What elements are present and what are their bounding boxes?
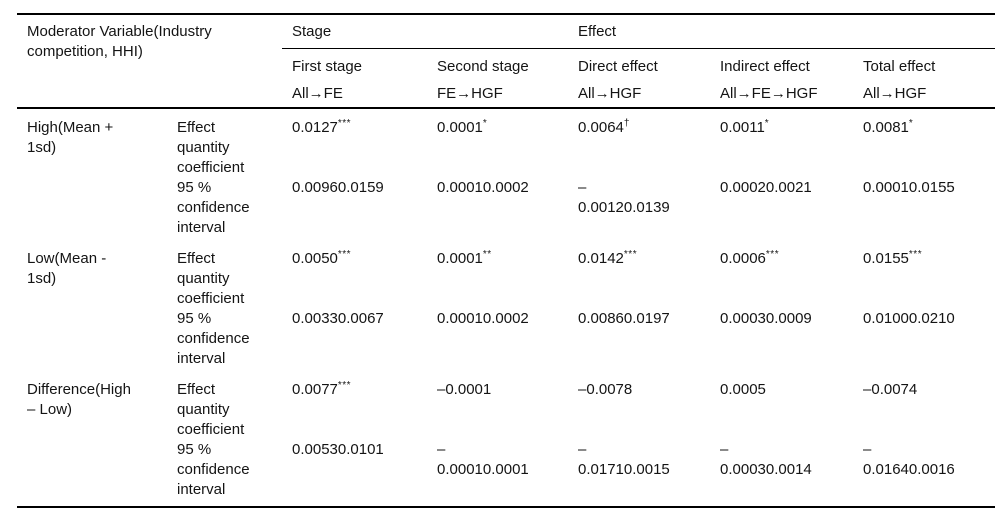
cell-low-coef-direct: 0.0142*** xyxy=(568,240,710,309)
cell-diff-coef-total: –0.0074 xyxy=(853,371,995,440)
cell-high-coef-indirect: 0.0011* xyxy=(710,108,853,178)
coef-value: 0.0064 xyxy=(578,119,624,136)
cell-low-coef-first-stage: 0.0050*** xyxy=(282,240,427,309)
significance-marker: *** xyxy=(908,249,923,260)
significance-marker: *** xyxy=(765,249,780,260)
table-row-high-coefficient: High(Mean + 1sd) Effect quantity coeffic… xyxy=(17,108,995,178)
measure-label-coefficient: Effect quantity coefficient xyxy=(177,250,245,307)
coef-value: 0.0081 xyxy=(863,119,909,136)
significance-marker: *** xyxy=(337,380,352,391)
header-moderator-variable: Moderator Variable(Industry competition,… xyxy=(17,14,282,109)
table-row-high-ci: 95 % confidence interval 0.00960.0159 0.… xyxy=(17,178,995,240)
row-label-low: Low(Mean - 1sd) xyxy=(27,250,107,287)
cell-low-ci-second-stage: 0.00010.0002 xyxy=(437,310,529,327)
significance-marker: † xyxy=(623,118,630,129)
significance-marker: ** xyxy=(482,249,492,260)
cell-high-coef-direct: 0.0064† xyxy=(568,108,710,178)
table-row-difference-coefficient: Difference(High – Low) Effect quantity c… xyxy=(17,371,995,440)
header-indirect-effect: Indirect effect xyxy=(720,57,810,75)
coef-value: 0.0005 xyxy=(720,381,766,398)
model-all-fe-hgf: All→FE→HGF xyxy=(710,78,854,109)
coef-value: –0.0001 xyxy=(437,381,492,398)
header-first-stage: First stage xyxy=(292,57,363,75)
measure-label-ci: 95 % confidence interval xyxy=(177,441,250,498)
coef-value: 0.0006 xyxy=(720,250,766,267)
coef-value: 0.0001 xyxy=(437,250,483,267)
cell-diff-ci-direct: – 0.01710.0015 xyxy=(578,441,670,478)
cell-low-ci-first-stage: 0.00330.0067 xyxy=(292,310,384,327)
significance-marker: * xyxy=(764,118,770,129)
header-row-models: All→FE FE→HGF All→HGF All→FE→HGF All→HGF xyxy=(17,78,996,109)
coef-value: –0.0074 xyxy=(863,381,918,398)
significance-marker: *** xyxy=(337,249,352,260)
cell-high-ci-total: 0.00010.0155 xyxy=(863,179,955,196)
cell-diff-ci-total: – 0.01640.0016 xyxy=(863,441,955,478)
model-all-hgf-direct: All→HGF xyxy=(568,78,711,109)
coef-value: 0.0050 xyxy=(292,250,338,267)
cell-high-ci-indirect: 0.00020.0021 xyxy=(720,179,812,196)
table-row-low-ci: 95 % confidence interval 0.00330.0067 0.… xyxy=(17,309,995,371)
significance-marker: * xyxy=(908,118,914,129)
cell-diff-coef-indirect: 0.0005 xyxy=(710,371,853,440)
cell-low-ci-direct: 0.00860.0197 xyxy=(578,310,670,327)
cell-diff-ci-second-stage: – 0.00010.0001 xyxy=(437,441,529,478)
header-total-effect: Total effect xyxy=(863,57,936,75)
table-header: Moderator Variable(Industry competition,… xyxy=(17,14,996,109)
measure-label-ci: 95 % confidence interval xyxy=(177,179,250,236)
row-label-high: High(Mean + 1sd) xyxy=(27,119,114,156)
cell-diff-coef-first-stage: 0.0077*** xyxy=(282,371,427,440)
cell-low-coef-total: 0.0155*** xyxy=(853,240,995,309)
table-row-low-coefficient: Low(Mean - 1sd) Effect quantity coeffici… xyxy=(17,240,995,309)
header-effect-group: Effect xyxy=(568,14,996,49)
coef-value: 0.0127 xyxy=(292,119,338,136)
significance-marker: *** xyxy=(337,118,352,129)
cell-low-coef-second-stage: 0.0001** xyxy=(427,240,568,309)
cell-diff-coef-direct: –0.0078 xyxy=(568,371,710,440)
model-all-fe: All→FE xyxy=(282,78,427,109)
cell-high-coef-second-stage: 0.0001* xyxy=(427,108,568,178)
significance-marker: * xyxy=(482,118,488,129)
header-row-groups: Moderator Variable(Industry competition,… xyxy=(17,14,996,109)
cell-high-ci-second-stage: 0.00010.0002 xyxy=(437,179,529,196)
row-label-difference: Difference(High – Low) xyxy=(27,381,131,418)
coef-value: 0.0142 xyxy=(578,250,624,267)
coef-value: 0.0001 xyxy=(437,119,483,136)
cell-high-coef-total: 0.0081* xyxy=(853,108,995,178)
measure-label-ci: 95 % confidence interval xyxy=(177,310,250,367)
header-second-stage: Second stage xyxy=(437,57,529,75)
cell-high-ci-first-stage: 0.00960.0159 xyxy=(292,179,384,196)
header-stage-group: Stage xyxy=(282,14,569,49)
cell-diff-ci-first-stage: 0.00530.0101 xyxy=(292,441,384,458)
model-fe-hgf: FE→HGF xyxy=(427,78,569,109)
cell-low-ci-indirect: 0.00030.0009 xyxy=(720,310,812,327)
coef-value: –0.0078 xyxy=(578,381,633,398)
header-row-subcolumns: First stage Second stage Direct effect I… xyxy=(17,48,995,78)
coef-value: 0.0155 xyxy=(863,250,909,267)
measure-label-coefficient: Effect quantity coefficient xyxy=(177,119,245,176)
significance-marker: *** xyxy=(623,249,638,260)
header-direct-effect: Direct effect xyxy=(578,57,658,75)
cell-high-coef-first-stage: 0.0127*** xyxy=(282,108,427,178)
cell-high-ci-direct: – 0.00120.0139 xyxy=(578,179,670,216)
model-all-hgf-total: All→HGF xyxy=(853,78,996,109)
table-body: High(Mean + 1sd) Effect quantity coeffic… xyxy=(17,108,995,507)
cell-diff-ci-indirect: – 0.00030.0014 xyxy=(720,441,812,478)
cell-low-coef-indirect: 0.0006*** xyxy=(710,240,853,309)
moderation-results-table: Moderator Variable(Industry competition,… xyxy=(17,13,996,508)
cell-low-ci-total: 0.01000.0210 xyxy=(863,310,955,327)
table-row-difference-ci: 95 % confidence interval 0.00530.0101 – … xyxy=(17,440,995,507)
measure-label-coefficient: Effect quantity coefficient xyxy=(177,381,245,438)
coef-value: 0.0011 xyxy=(720,119,765,136)
cell-diff-coef-second-stage: –0.0001 xyxy=(427,371,568,440)
coef-value: 0.0077 xyxy=(292,381,338,398)
